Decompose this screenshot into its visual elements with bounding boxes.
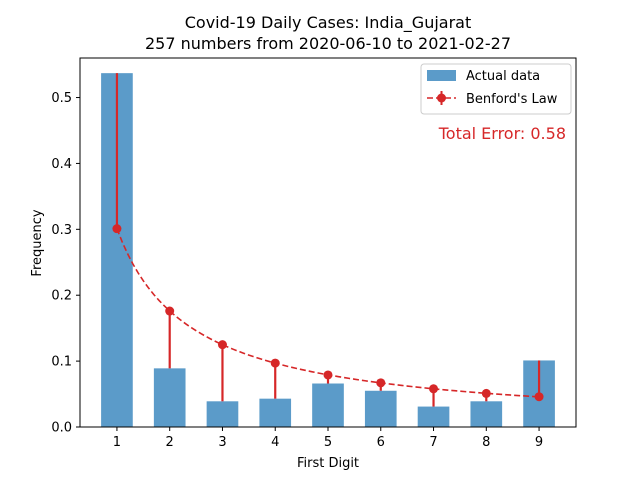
x-tick-label-3: 3 xyxy=(218,435,226,450)
legend: Actual data Benford's Law xyxy=(420,63,572,115)
benford-point-digit-7 xyxy=(429,384,439,394)
x-tick-label-9: 9 xyxy=(535,435,543,450)
x-tick-label-8: 8 xyxy=(482,435,490,450)
x-tick-label-6: 6 xyxy=(377,435,385,450)
x-tick-label-4: 4 xyxy=(271,435,279,450)
bar-digit-3 xyxy=(206,401,239,427)
benford-point-digit-8 xyxy=(481,388,491,398)
benford-point-digit-4 xyxy=(270,358,280,368)
benford-point-digit-5 xyxy=(323,370,333,380)
y-axis: 0.0 0.1 0.2 0.3 0.4 0.5 xyxy=(51,91,80,436)
benford-point-digit-9 xyxy=(534,392,544,402)
legend-swatch-benford-marker xyxy=(437,93,446,103)
bar-digit-2 xyxy=(153,368,186,427)
y-tick-label-0.2: 0.2 xyxy=(51,289,72,304)
chart-title: Covid-19 Daily Cases: India_Gujarat xyxy=(185,13,472,33)
bar-digit-6 xyxy=(364,390,397,427)
bar-digit-5 xyxy=(312,383,344,427)
y-tick-label-0.3: 0.3 xyxy=(51,223,72,238)
benford-point-digit-6 xyxy=(376,378,386,388)
benford-point-digit-3 xyxy=(217,340,227,350)
legend-box xyxy=(420,63,572,115)
x-tick-label-1: 1 xyxy=(113,435,121,450)
x-tick-label-2: 2 xyxy=(166,435,174,450)
chart-subtitle: 257 numbers from 2020-06-10 to 2021-02-2… xyxy=(145,34,511,53)
x-tick-label-7: 7 xyxy=(429,435,437,450)
y-tick-label-0.4: 0.4 xyxy=(51,157,72,172)
legend-label-benford: Benford's Law xyxy=(466,92,558,107)
y-tick-label-0.0: 0.0 xyxy=(51,421,72,436)
bar-digit-8 xyxy=(470,401,503,427)
bar-digit-4 xyxy=(259,398,292,427)
legend-swatch-actual xyxy=(427,70,456,81)
y-tick-label-0.5: 0.5 xyxy=(51,91,72,106)
legend-label-actual: Actual data xyxy=(466,69,540,84)
total-error-annotation: Total Error: 0.58 xyxy=(438,124,566,143)
benford-point-digit-1 xyxy=(112,224,122,234)
y-tick-label-0.1: 0.1 xyxy=(51,355,72,370)
benford-point-digit-2 xyxy=(165,306,175,316)
x-axis: 1 2 3 4 5 6 7 8 9 xyxy=(113,427,543,450)
x-tick-label-5: 5 xyxy=(324,435,332,450)
x-axis-label: First Digit xyxy=(297,456,359,471)
benford-curve-layer xyxy=(112,224,544,402)
bar-digit-7 xyxy=(417,406,450,427)
y-axis-label: Frequency xyxy=(30,209,45,276)
